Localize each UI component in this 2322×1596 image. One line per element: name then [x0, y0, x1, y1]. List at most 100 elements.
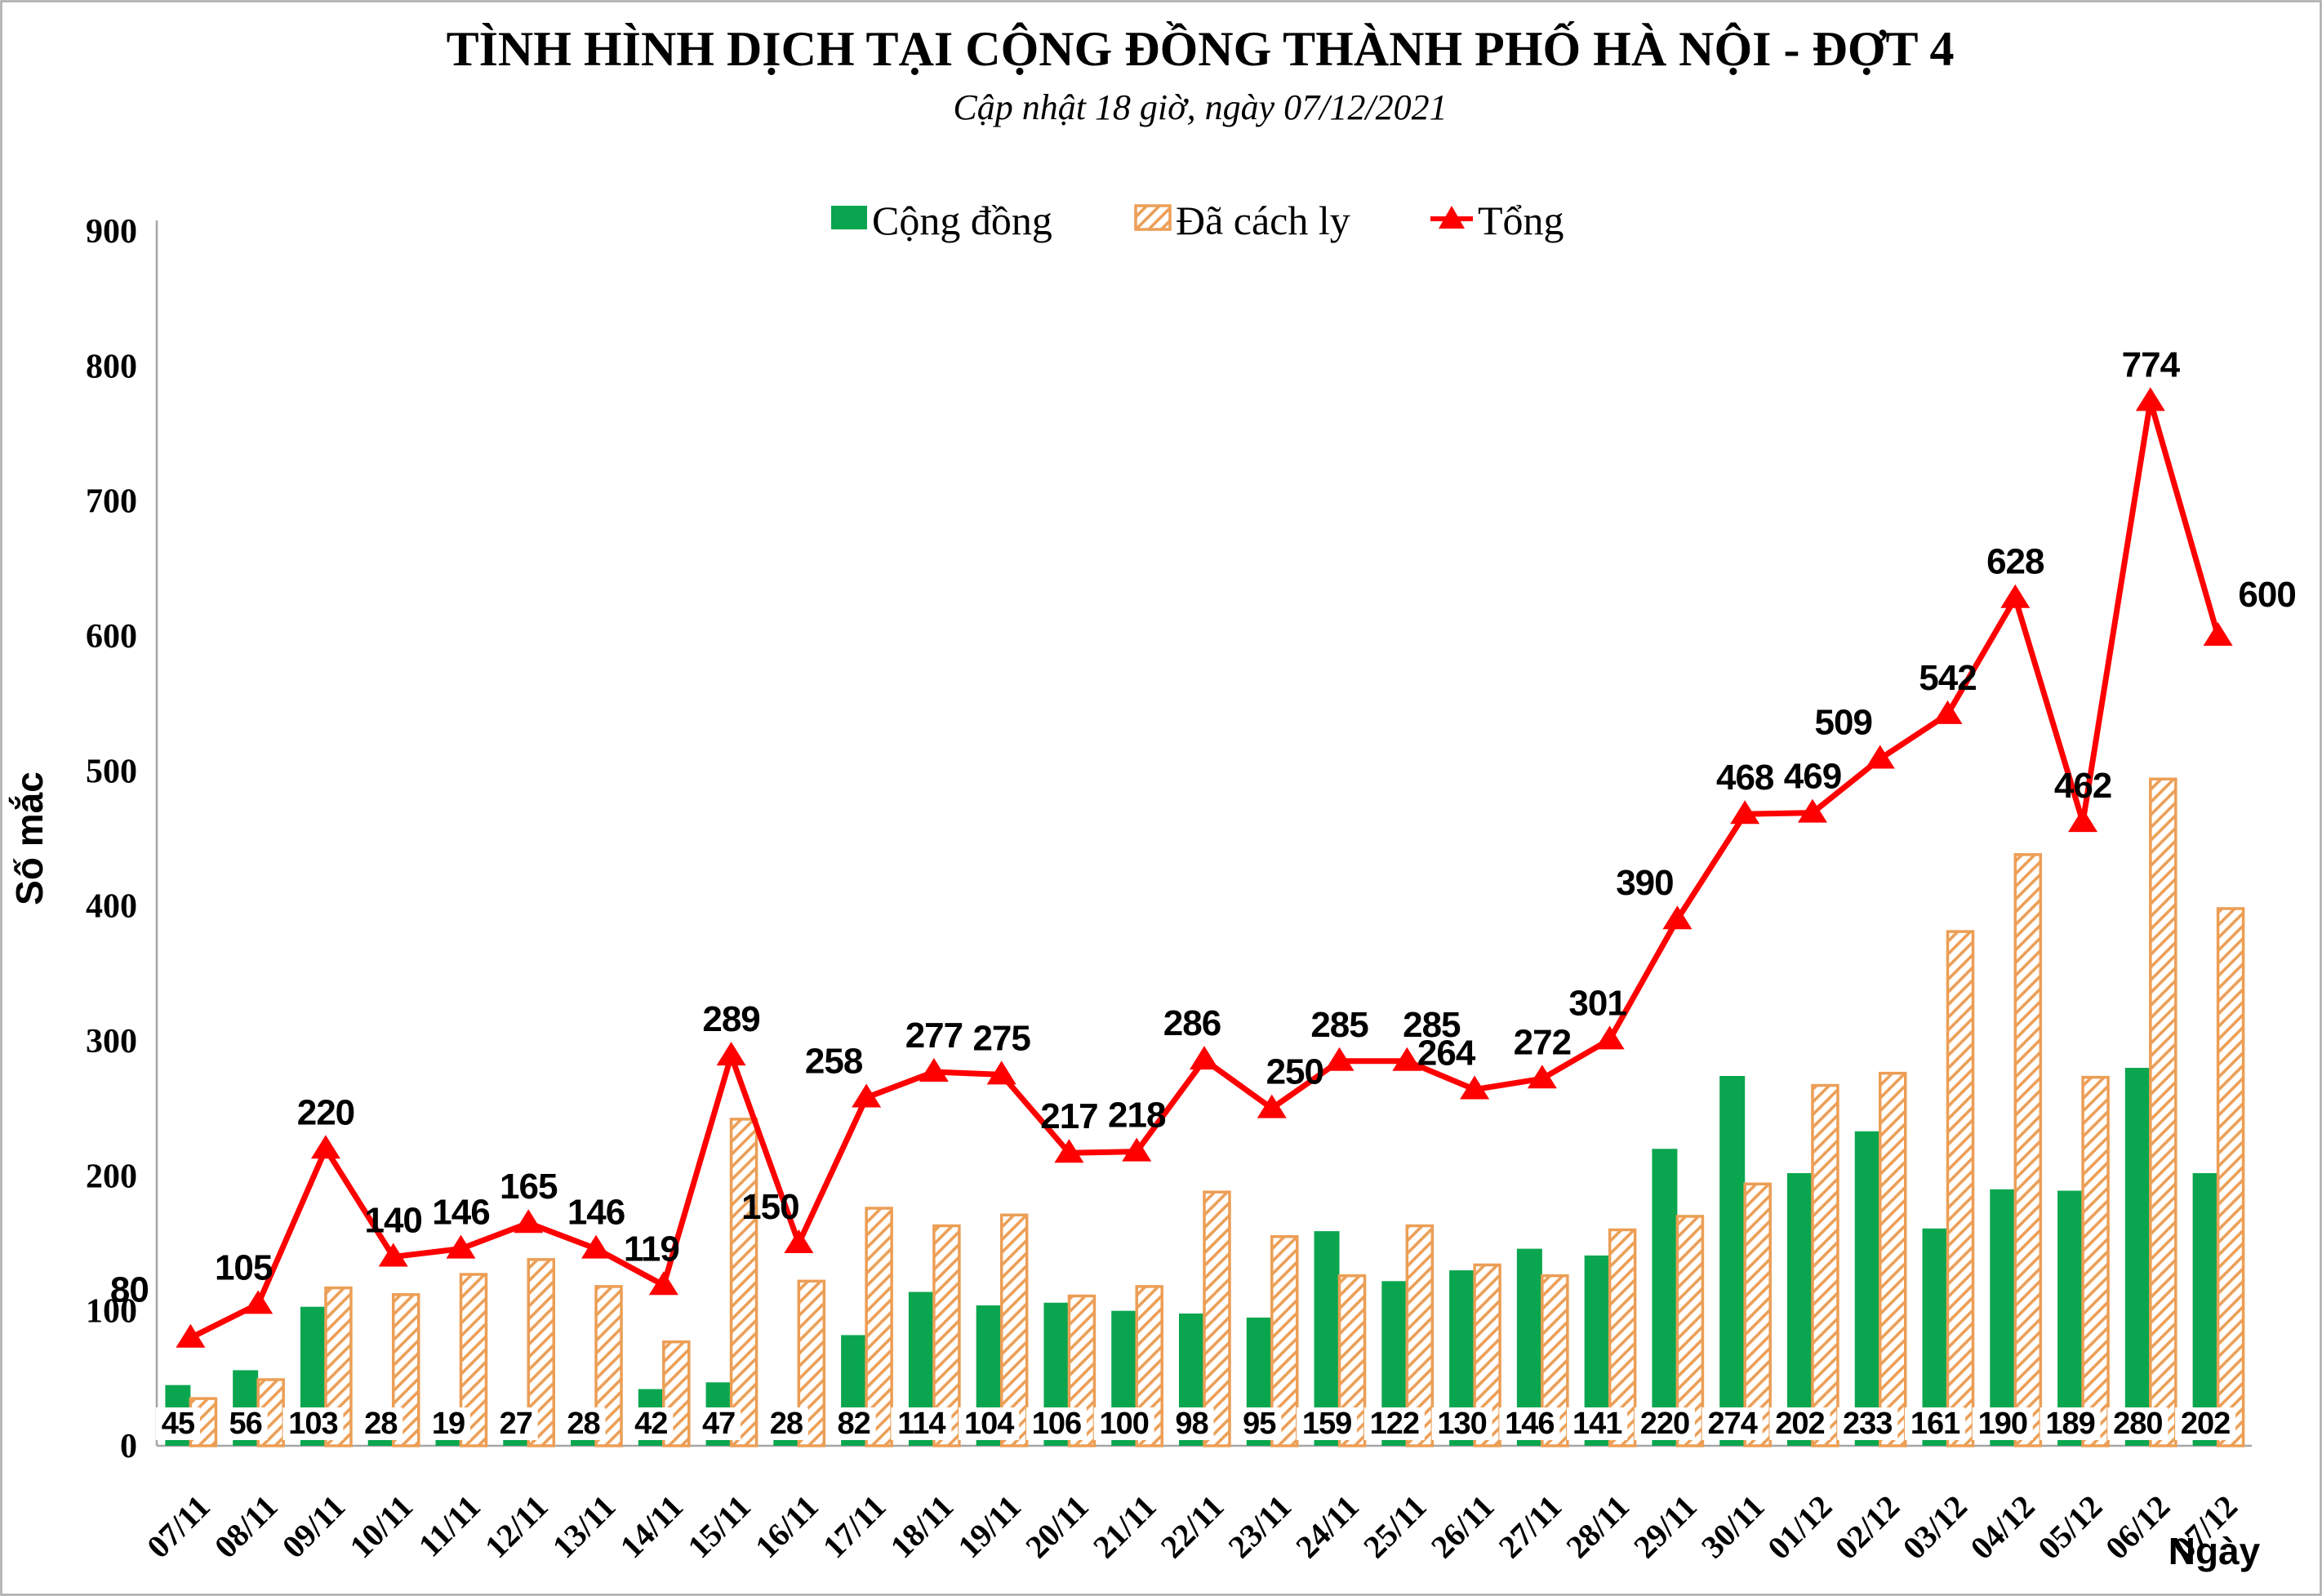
bar-value-label: 130: [1437, 1407, 1486, 1441]
bar-value-label: 82: [837, 1407, 870, 1441]
bar-value-label-box: [1905, 1407, 1966, 1440]
bar-value-label-box: [696, 1407, 741, 1440]
bar-value-label: 220: [1640, 1407, 1689, 1441]
bar-cong-dong: [1990, 1189, 2016, 1446]
legend-item-tong: Tổng: [1430, 198, 1564, 243]
bar-value-label: 141: [1572, 1407, 1622, 1441]
bar-da-cach-ly: [1811, 1083, 1839, 1447]
total-value-label: 462: [2054, 766, 2111, 806]
x-tick-label: 30/11: [1694, 1488, 1772, 1566]
bar-value-label-box: [223, 1407, 268, 1440]
bar-value-label-box: [561, 1407, 606, 1440]
total-line-layer: [176, 387, 2233, 1348]
bar-value-label-box: [629, 1407, 674, 1440]
bar-da-cach-ly: [999, 1213, 1029, 1447]
y-tick-label: 0: [120, 1428, 137, 1465]
total-marker-triangle: [1324, 1047, 1354, 1071]
y-tick-label: 700: [86, 483, 137, 521]
legend-triangle-marker-icon: [1439, 206, 1465, 229]
x-tick-label: 07/11: [140, 1488, 217, 1566]
bar-value-label-box: [891, 1407, 952, 1440]
y-axis-tick-labels: 0 100 200 300 400 500 600 700 800 900: [86, 213, 137, 1465]
bar-value-label: 100: [1100, 1407, 1149, 1441]
x-tick-label: 17/11: [816, 1488, 893, 1566]
bar-da-cach-ly: [1946, 930, 1975, 1447]
total-marker-triangle: [310, 1135, 340, 1159]
bar-value-label-box: [358, 1407, 403, 1440]
bar-value-label-box: [831, 1407, 876, 1440]
bar-da-cach-ly: [865, 1207, 893, 1447]
y-tick-label: 400: [86, 888, 137, 926]
x-tick-label: 12/11: [478, 1488, 555, 1566]
bar-value-label-box: [493, 1407, 538, 1440]
y-tick-label: 200: [86, 1158, 137, 1195]
total-marker-triangle: [2203, 622, 2233, 646]
total-value-label: 217: [1040, 1096, 1097, 1136]
legend-item-cong-dong: Cộng đồng: [831, 198, 1052, 243]
total-value-label: 628: [1986, 542, 2044, 582]
total-value-label: 390: [1616, 863, 1673, 903]
bar-value-label-box: [959, 1407, 1020, 1440]
total-value-label: 469: [1784, 757, 1841, 797]
y-tick-label: 900: [86, 213, 137, 251]
bar-value-label: 274: [1707, 1407, 1757, 1441]
bar-da-cach-ly: [527, 1258, 556, 1447]
x-tick-label: 18/11: [883, 1488, 961, 1566]
bar-da-cach-ly: [2081, 1075, 2110, 1447]
bar-value-label: 47: [702, 1407, 735, 1441]
bar-value-label-box: [1701, 1407, 1763, 1440]
total-value-label: 285: [1403, 1005, 1461, 1045]
total-marker-triangle: [1190, 1046, 1219, 1070]
bar-value-label-box: [1363, 1407, 1425, 1440]
total-marker-triangle: [986, 1060, 1016, 1085]
bar-value-label: 202: [1775, 1407, 1824, 1441]
total-marker-triangle: [514, 1209, 544, 1234]
bar-value-label: 28: [364, 1407, 397, 1441]
bar-value-label: 45: [162, 1407, 195, 1441]
total-value-label: 509: [1815, 702, 1872, 742]
x-tick-label: 19/11: [950, 1488, 1028, 1566]
bar-da-cach-ly: [1743, 1182, 1772, 1447]
total-value-label: 272: [1514, 1022, 1571, 1062]
total-value-label: 285: [1310, 1005, 1368, 1045]
y-tick-label: 100: [86, 1293, 137, 1331]
chart-subtitle: Cập nhật 18 giờ, ngày 07/12/2021: [953, 87, 1447, 127]
x-tick-label: 29/11: [1626, 1488, 1704, 1566]
x-tick-label: 09/11: [275, 1488, 353, 1566]
x-tick-label: 22/11: [1154, 1488, 1231, 1566]
legend-label: Cộng đồng: [872, 198, 1052, 243]
bar-value-label: 202: [2181, 1407, 2230, 1441]
bar-value-label-box: [1567, 1407, 1628, 1440]
bar-cong-dong: [1719, 1075, 1746, 1446]
chart-title: TÌNH HÌNH DỊCH TẠI CỘNG ĐỒNG THÀNH PHỐ H…: [447, 22, 1955, 76]
total-marker-triangle: [1527, 1065, 1557, 1089]
x-tick-label: 24/11: [1288, 1488, 1366, 1566]
total-marker-triangle: [581, 1234, 612, 1259]
total-value-label: 119: [624, 1229, 679, 1269]
total-marker-triangle: [784, 1229, 814, 1253]
total-marker-triangle: [1865, 745, 1895, 769]
bar-value-label-box: [1769, 1407, 1830, 1440]
legend-item-da-cach-ly: Đã cách ly: [1134, 198, 1350, 243]
total-marker-triangle: [243, 1290, 274, 1314]
bar-value-label: 56: [229, 1407, 262, 1441]
total-marker-triangle: [1054, 1139, 1084, 1163]
total-value-label: 774: [2122, 345, 2181, 385]
bar-value-label-box: [282, 1407, 344, 1440]
bar-value-label-box: [1837, 1407, 1898, 1440]
legend: Cộng đồng Đã cách ly Tổng: [831, 198, 1564, 243]
bar-da-cach-ly: [2149, 777, 2177, 1447]
total-marker-triangle: [1797, 798, 1827, 823]
bar-value-label-box: [1237, 1407, 1282, 1440]
bar-value-label-box: [1499, 1407, 1560, 1440]
bar-value-label: 190: [1978, 1407, 2027, 1441]
total-value-label: 286: [1163, 1003, 1221, 1043]
bar-value-label: 146: [1505, 1407, 1554, 1441]
x-tick-label: 11/11: [411, 1488, 487, 1564]
y-tick-label: 500: [86, 753, 137, 790]
total-marker-triangle: [648, 1271, 678, 1296]
total-value-label: 542: [1919, 658, 1976, 698]
x-tick-label: 08/11: [207, 1488, 285, 1566]
bar-value-label: 27: [500, 1407, 532, 1441]
